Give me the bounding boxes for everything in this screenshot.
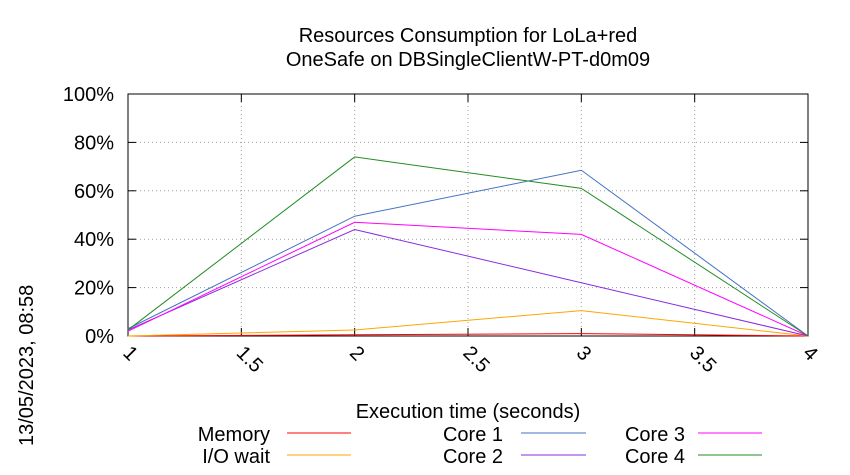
- timestamp: 13/05/2023, 08:58: [16, 285, 38, 446]
- chart-title: Resources Consumption for LoLa+red: [299, 25, 638, 47]
- series-line-core-2: [127, 228, 809, 337]
- series-lines: [127, 156, 809, 337]
- legend-label: Core 3: [625, 424, 685, 446]
- y-tick-label: 40%: [74, 229, 114, 251]
- series-line-core-4: [127, 156, 809, 337]
- chart-subtitle: OneSafe on DBSingleClientW-PT-d0m09: [286, 49, 650, 71]
- legend-label: Core 4: [625, 446, 685, 468]
- y-tick-label: 100%: [63, 84, 114, 106]
- x-tick-label: 1: [118, 342, 141, 365]
- x-tick-label: 4: [798, 342, 821, 365]
- y-tick-label: 0%: [85, 326, 114, 348]
- legend-label: Core 2: [443, 446, 503, 468]
- series-line-core-3: [127, 221, 809, 337]
- x-tick-label: 1.5: [232, 342, 267, 377]
- y-tick-label: 80%: [74, 132, 114, 154]
- grid: [128, 94, 808, 336]
- legend-label: Memory: [198, 424, 270, 446]
- x-tick-label: 3.5: [685, 342, 720, 377]
- y-tick-label: 60%: [74, 181, 114, 203]
- x-tick-label: 3: [572, 342, 595, 365]
- legend-label: Core 1: [443, 424, 503, 446]
- series-line-memory: [127, 333, 809, 337]
- x-tick-label: 2.5: [458, 342, 493, 377]
- legend-label: I/O wait: [202, 446, 270, 468]
- y-axis: 0% 20% 40% 60% 80% 100%: [63, 84, 808, 348]
- series-line-i-o-wait: [127, 310, 809, 337]
- x-tick-label: 2: [345, 342, 368, 365]
- y-tick-label: 20%: [74, 278, 114, 300]
- x-axis-label: Execution time (seconds): [356, 401, 581, 423]
- series-line-core-1: [127, 169, 809, 337]
